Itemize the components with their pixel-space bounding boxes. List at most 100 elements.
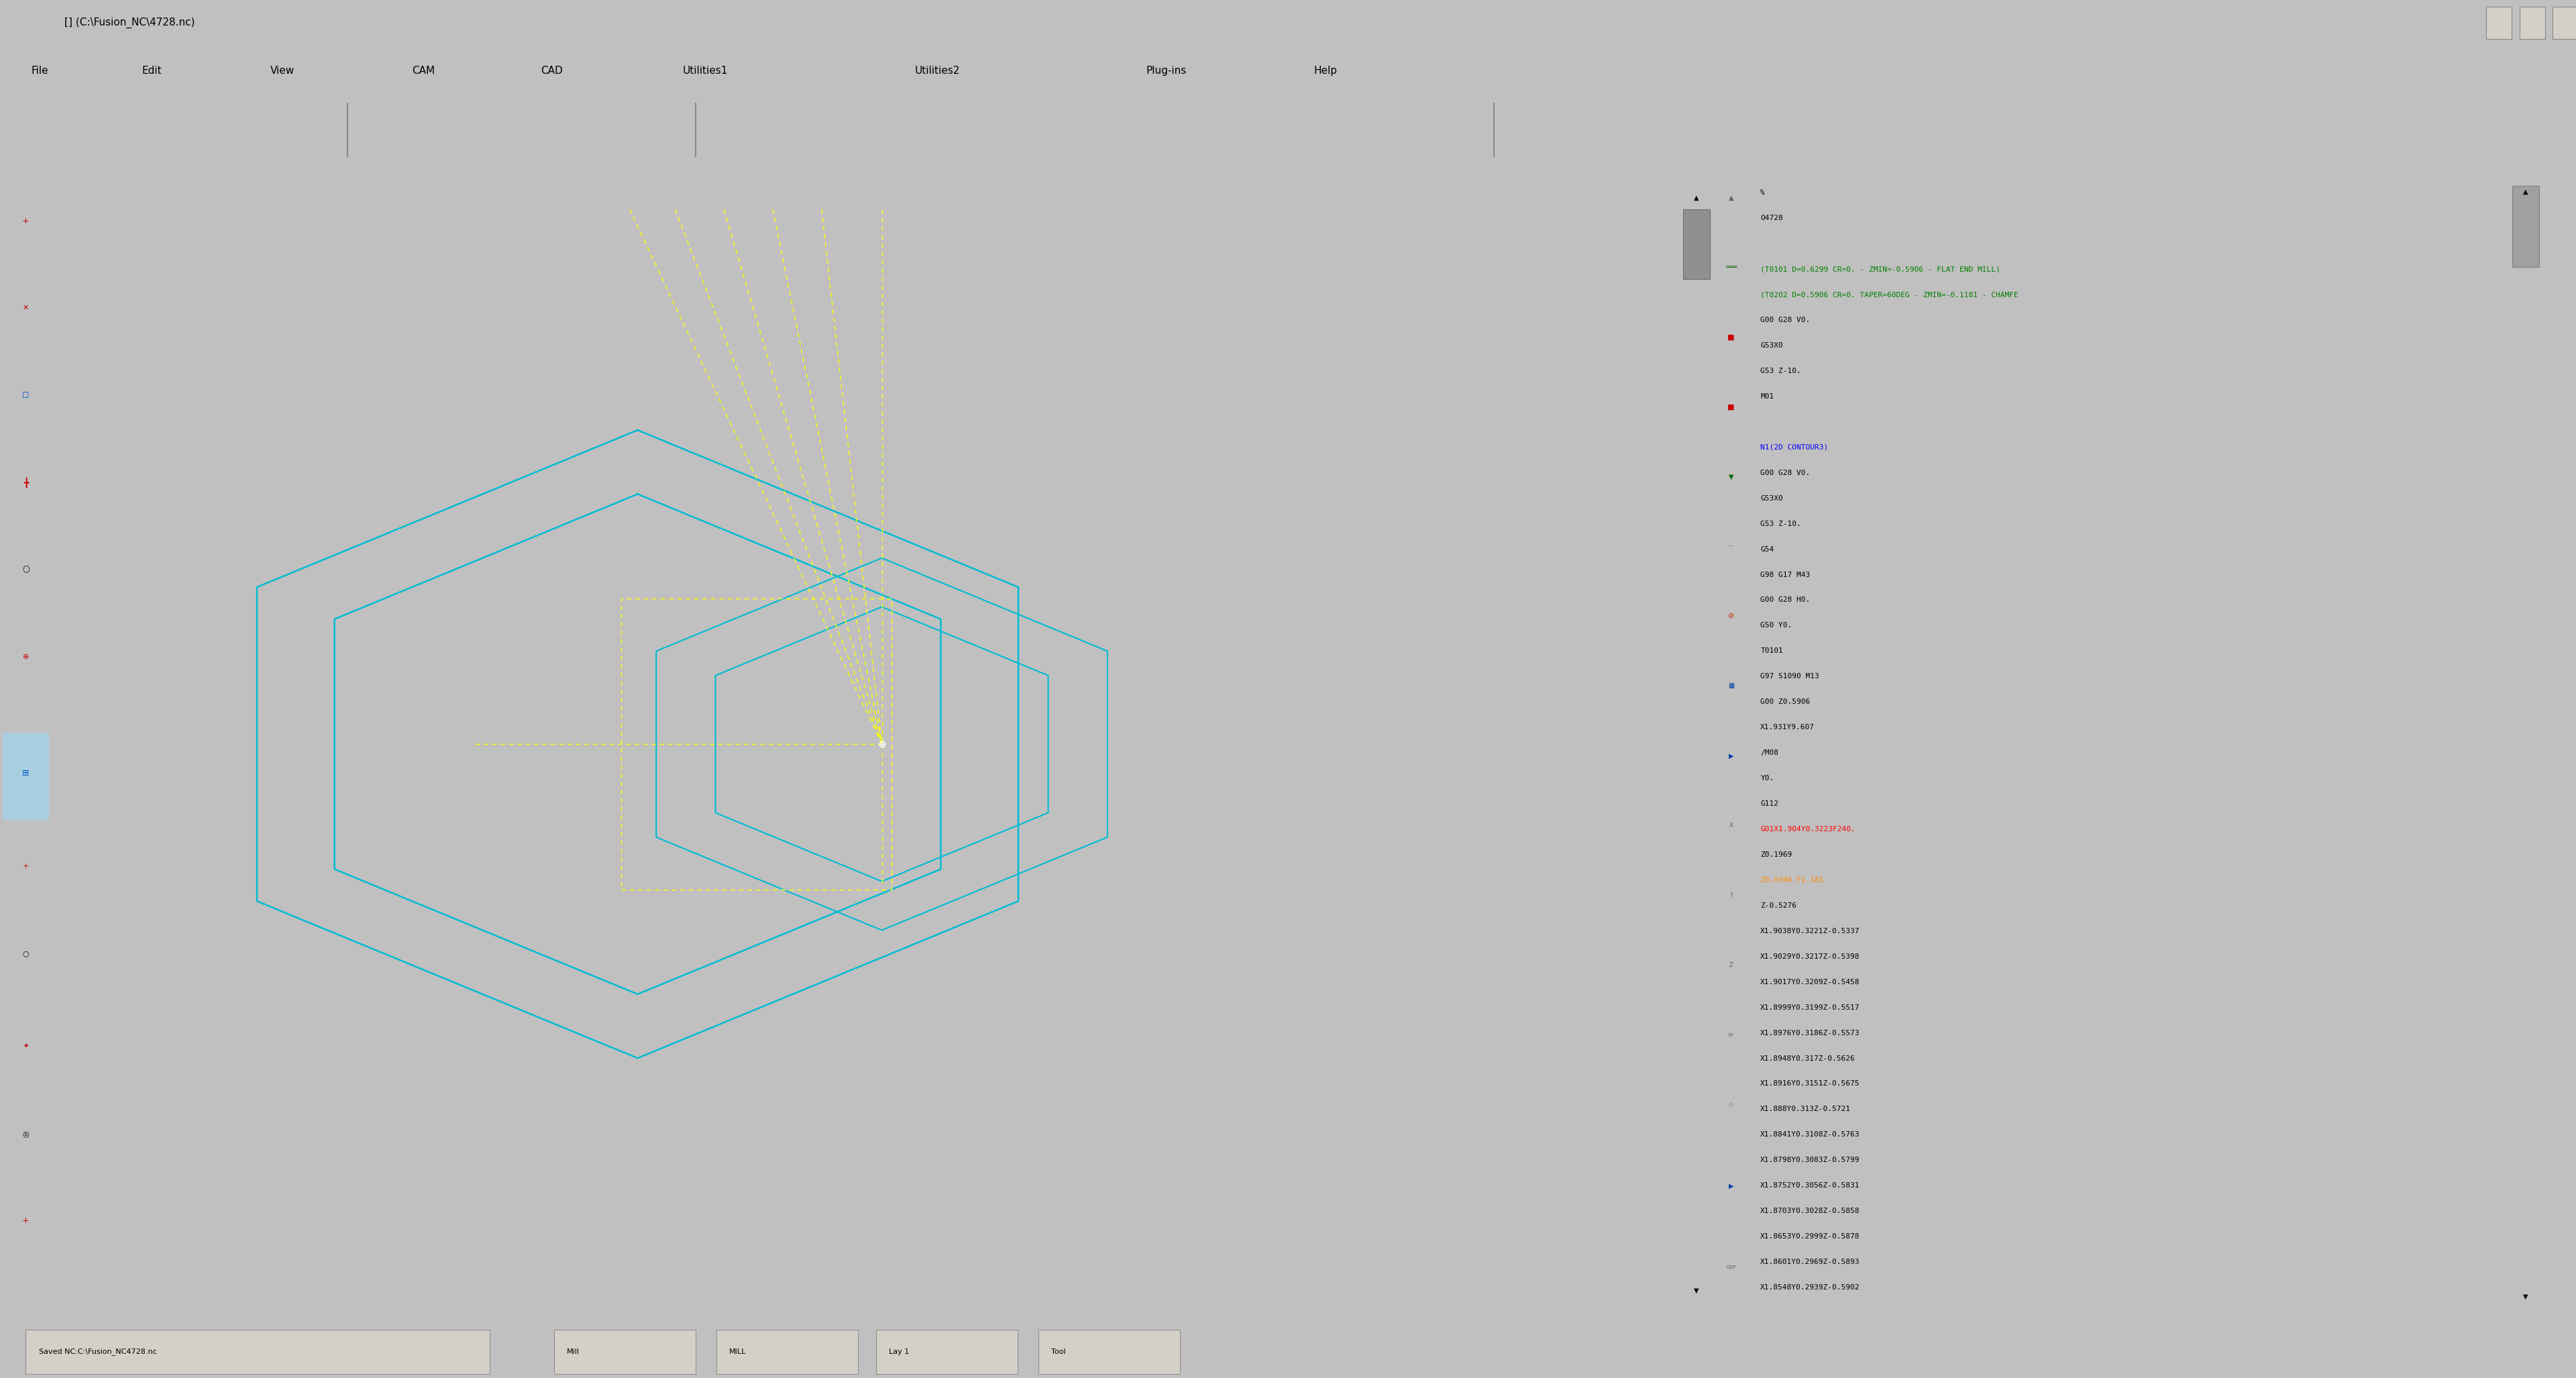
Text: ▲: ▲ xyxy=(1728,194,1734,201)
Text: X: X xyxy=(1728,823,1734,828)
Text: Edit: Edit xyxy=(142,66,162,76)
Text: MILL: MILL xyxy=(729,1349,747,1355)
Text: ▲: ▲ xyxy=(2524,189,2527,196)
Text: X1.8752Y0.3056Z-0.5831: X1.8752Y0.3056Z-0.5831 xyxy=(1759,1182,1860,1189)
Text: ⊞: ⊞ xyxy=(23,769,28,777)
Bar xyxy=(26,1330,489,1374)
Text: /M08: /M08 xyxy=(1759,750,1777,757)
Text: (T0101 D=0.6299 CR=0. - ZMIN=-0.5906 - FLAT END MILL): (T0101 D=0.6299 CR=0. - ZMIN=-0.5906 - F… xyxy=(1759,266,2002,273)
Text: M01: M01 xyxy=(1759,393,1775,400)
Text: G97 S1090 M13: G97 S1090 M13 xyxy=(1759,672,1819,679)
Bar xyxy=(2512,186,2540,267)
Text: Saved NC:C:\Fusion_NC4728.nc: Saved NC:C:\Fusion_NC4728.nc xyxy=(39,1348,157,1356)
Text: Z0.0394 F1.181: Z0.0394 F1.181 xyxy=(1759,876,1824,883)
Text: ◇: ◇ xyxy=(1728,1101,1734,1108)
Text: G53 Z-10.: G53 Z-10. xyxy=(1759,521,1801,526)
Text: Help: Help xyxy=(1314,66,1337,76)
Text: X1.8916Y0.3151Z-0.5675: X1.8916Y0.3151Z-0.5675 xyxy=(1759,1080,1860,1087)
Text: Z: Z xyxy=(1728,962,1734,969)
Bar xyxy=(3,733,49,820)
Text: (T0202 D=0.5906 CR=0. TAPER=60DEG - ZMIN=-0.1181 - CHAMFE: (T0202 D=0.5906 CR=0. TAPER=60DEG - ZMIN… xyxy=(1759,291,2020,298)
Text: G112: G112 xyxy=(1759,801,1777,808)
Text: T0101: T0101 xyxy=(1759,648,1783,655)
Text: %: % xyxy=(1759,189,1765,196)
Text: G53X0: G53X0 xyxy=(1759,342,1783,349)
Text: [] (C:\Fusion_NC\4728.nc): [] (C:\Fusion_NC\4728.nc) xyxy=(64,18,196,28)
Text: N1(2D CONTOUR3): N1(2D CONTOUR3) xyxy=(1759,444,1829,451)
Text: ▶: ▶ xyxy=(1728,1182,1734,1189)
Text: ✕: ✕ xyxy=(23,305,28,311)
Text: G98 G17 M43: G98 G17 M43 xyxy=(1759,572,1811,577)
Bar xyxy=(1038,1330,1180,1374)
Bar xyxy=(2553,7,2576,39)
Text: G01X1.904Y0.3223F240.: G01X1.904Y0.3223F240. xyxy=(1759,825,1855,832)
Bar xyxy=(2486,7,2512,39)
Text: ◎: ◎ xyxy=(23,1130,28,1137)
Text: ⊘: ⊘ xyxy=(1728,613,1734,620)
Text: X1.9029Y0.3217Z-0.5398: X1.9029Y0.3217Z-0.5398 xyxy=(1759,954,1860,960)
Bar xyxy=(876,1330,1018,1374)
Text: X1.8999Y0.3199Z-0.5517: X1.8999Y0.3199Z-0.5517 xyxy=(1759,1005,1860,1011)
Text: Y0.: Y0. xyxy=(1759,774,1775,781)
Text: ╋: ╋ xyxy=(23,477,28,488)
Text: ▼: ▼ xyxy=(1695,1287,1698,1294)
Text: X1.8548Y0.2939Z-0.5902: X1.8548Y0.2939Z-0.5902 xyxy=(1759,1284,1860,1291)
Text: ■: ■ xyxy=(1728,333,1734,340)
Text: DDP: DDP xyxy=(1726,1265,1736,1269)
Text: G00 G28 V0.: G00 G28 V0. xyxy=(1759,470,1811,477)
Text: Plug-ins: Plug-ins xyxy=(1146,66,1188,76)
Text: ···: ··· xyxy=(1728,543,1734,550)
Text: ■: ■ xyxy=(1728,404,1734,411)
Text: ▶: ▶ xyxy=(1728,752,1734,759)
Text: ⊕: ⊕ xyxy=(23,653,28,660)
Text: O4728: O4728 xyxy=(1759,215,1783,222)
Text: X1.9017Y0.3209Z-0.5458: X1.9017Y0.3209Z-0.5458 xyxy=(1759,978,1860,985)
Bar xyxy=(716,1330,858,1374)
Text: +: + xyxy=(23,863,28,870)
Text: Z-0.5276: Z-0.5276 xyxy=(1759,903,1795,909)
Text: X1.8601Y0.2969Z-0.5893: X1.8601Y0.2969Z-0.5893 xyxy=(1759,1258,1860,1265)
Text: G00 G28 H0.: G00 G28 H0. xyxy=(1759,597,1811,604)
Text: View: View xyxy=(270,66,294,76)
Text: ▲: ▲ xyxy=(1695,194,1698,201)
Text: G00 G28 V0.: G00 G28 V0. xyxy=(1759,317,1811,324)
Text: +: + xyxy=(23,216,28,225)
Text: Z0.1969: Z0.1969 xyxy=(1759,852,1793,858)
Text: Lay 1: Lay 1 xyxy=(889,1349,909,1355)
Text: X1.8653Y0.2999Z-0.5878: X1.8653Y0.2999Z-0.5878 xyxy=(1759,1233,1860,1240)
Text: G54: G54 xyxy=(1759,546,1775,553)
Text: ═══: ═══ xyxy=(1726,265,1736,270)
Text: X1.8948Y0.317Z-0.5626: X1.8948Y0.317Z-0.5626 xyxy=(1759,1056,1855,1061)
Text: G53X0: G53X0 xyxy=(1759,495,1783,502)
Text: Tool: Tool xyxy=(1051,1349,1066,1355)
Text: File: File xyxy=(31,66,49,76)
Text: X1.8976Y0.3186Z-0.5573: X1.8976Y0.3186Z-0.5573 xyxy=(1759,1029,1860,1036)
Bar xyxy=(554,1330,696,1374)
Bar xyxy=(2519,7,2545,39)
Text: X1.8798Y0.3083Z-0.5799: X1.8798Y0.3083Z-0.5799 xyxy=(1759,1156,1860,1163)
Text: X1.8703Y0.3028Z-0.5858: X1.8703Y0.3028Z-0.5858 xyxy=(1759,1207,1860,1214)
Text: X1.9038Y0.3221Z-0.5337: X1.9038Y0.3221Z-0.5337 xyxy=(1759,927,1860,934)
Text: Utilities2: Utilities2 xyxy=(914,66,961,76)
Text: ▼: ▼ xyxy=(1728,473,1734,480)
Text: ✦: ✦ xyxy=(23,1043,28,1050)
Text: Y: Y xyxy=(1728,893,1734,898)
Text: ◻: ◻ xyxy=(23,391,28,400)
Text: X1.8841Y0.3108Z-0.5763: X1.8841Y0.3108Z-0.5763 xyxy=(1759,1131,1860,1138)
Text: CAD: CAD xyxy=(541,66,564,76)
Text: CAM: CAM xyxy=(412,66,435,76)
Text: X1.931Y9.607: X1.931Y9.607 xyxy=(1759,723,1816,730)
Bar xyxy=(1682,209,1710,278)
Text: +: + xyxy=(23,1217,28,1225)
Text: ▼: ▼ xyxy=(2524,1293,2527,1299)
Text: Utilities1: Utilities1 xyxy=(683,66,729,76)
Text: ○: ○ xyxy=(23,565,28,575)
Text: G00 Z0.5906: G00 Z0.5906 xyxy=(1759,699,1811,706)
Text: G50 Y0.: G50 Y0. xyxy=(1759,623,1793,628)
Text: XY: XY xyxy=(1728,1034,1734,1036)
Text: Mill: Mill xyxy=(567,1349,580,1355)
Text: ○: ○ xyxy=(23,949,28,956)
Text: X1.888Y0.313Z-0.5721: X1.888Y0.313Z-0.5721 xyxy=(1759,1107,1852,1112)
Text: ▦: ▦ xyxy=(1728,682,1734,689)
Text: G53 Z-10.: G53 Z-10. xyxy=(1759,368,1801,375)
